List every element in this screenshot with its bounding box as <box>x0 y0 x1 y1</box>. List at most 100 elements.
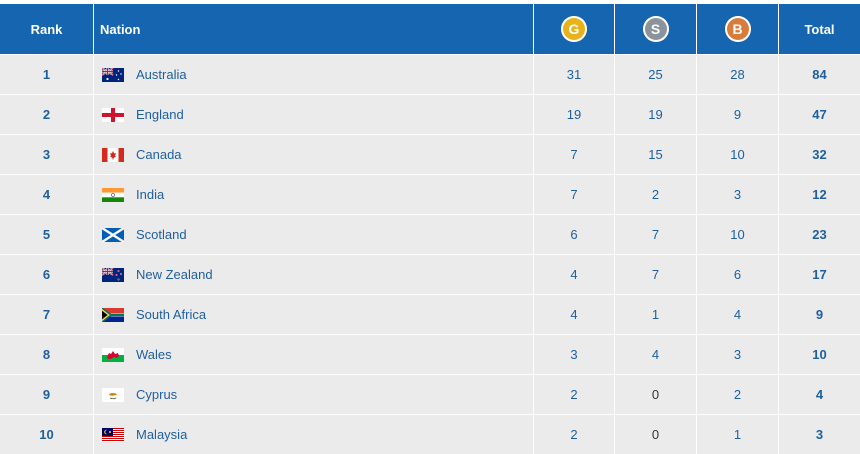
table-row[interactable]: 8 Wales 3 4 3 10 <box>0 334 860 374</box>
rank-cell: 6 <box>0 255 94 294</box>
nation-name[interactable]: India <box>136 187 165 202</box>
nation-cell: Australia <box>94 55 534 94</box>
nation-name[interactable]: England <box>136 107 184 122</box>
cyprus-flag-icon <box>102 387 124 402</box>
nation-name[interactable]: Cyprus <box>136 387 178 402</box>
bronze-medal-icon: B <box>724 16 751 42</box>
total-count: 4 <box>815 387 824 402</box>
table-row[interactable]: 4 India 7 2 3 12 <box>0 174 860 214</box>
nation-name[interactable]: New Zealand <box>136 267 213 282</box>
nation-name[interactable]: Scotland <box>136 227 187 242</box>
rank-cell: 3 <box>0 135 94 174</box>
total-count: 3 <box>815 427 824 442</box>
nation-column-header[interactable]: Nation <box>94 4 534 54</box>
gold-medal-icon: G <box>561 16 587 42</box>
scotland-flag-icon <box>102 227 124 242</box>
bronze-count: 6 <box>697 255 779 294</box>
bronze-count: 3 <box>697 175 779 214</box>
malaysia-flag-icon <box>102 427 124 442</box>
table-row[interactable]: 3 Canada 7 15 10 32 <box>0 134 860 174</box>
bronze-count: 10 <box>697 135 779 174</box>
nation-cell: India <box>94 175 534 214</box>
gold-count: 3 <box>534 335 615 374</box>
nation-cell: Cyprus <box>94 375 534 414</box>
table-row[interactable]: 7 South Africa 4 1 4 9 <box>0 294 860 334</box>
bronze-count: 4 <box>697 295 779 334</box>
bronze-count: 28 <box>697 55 779 94</box>
nation-cell: Scotland <box>94 215 534 254</box>
total-count: 84 <box>812 67 827 82</box>
gold-count: 2 <box>534 375 615 414</box>
nation-name[interactable]: Malaysia <box>136 427 188 442</box>
gold-count: 4 <box>534 295 615 334</box>
australia-flag-icon <box>102 67 124 82</box>
nation-cell: Wales <box>94 335 534 374</box>
bronze-count: 1 <box>697 415 779 454</box>
silver-count: 15 <box>615 135 697 174</box>
table-row[interactable]: 9 Cyprus 2 0 2 4 <box>0 374 860 414</box>
rank-cell: 10 <box>0 415 94 454</box>
gold-count: 7 <box>534 135 615 174</box>
rank-cell: 9 <box>0 375 94 414</box>
silver-column-header[interactable]: S <box>615 4 697 54</box>
table-row[interactable]: 1 Australia 31 25 28 84 <box>0 54 860 94</box>
south-africa-flag-icon <box>102 307 124 322</box>
silver-count: 4 <box>615 335 697 374</box>
table-row[interactable]: 10 Malaysia 2 0 1 3 <box>0 414 860 454</box>
gold-count: 4 <box>534 255 615 294</box>
medal-table-header: Rank Nation G S B Total <box>0 4 860 54</box>
total-count: 17 <box>812 267 827 282</box>
nation-name[interactable]: Wales <box>136 347 172 362</box>
gold-column-header[interactable]: G <box>534 4 615 54</box>
silver-count: 0 <box>615 375 697 414</box>
table-row[interactable]: 6 New Zealand 4 7 6 17 <box>0 254 860 294</box>
nation-cell: Canada <box>94 135 534 174</box>
bronze-count: 2 <box>697 375 779 414</box>
gold-count: 6 <box>534 215 615 254</box>
silver-medal-icon: S <box>642 16 669 42</box>
bronze-count: 3 <box>697 335 779 374</box>
nation-name[interactable]: Australia <box>136 67 187 82</box>
rank-cell: 1 <box>0 55 94 94</box>
nation-cell: Malaysia <box>94 415 534 454</box>
gold-count: 7 <box>534 175 615 214</box>
silver-count: 25 <box>615 55 697 94</box>
rank-cell: 7 <box>0 295 94 334</box>
england-flag-icon <box>102 107 124 122</box>
total-column-header[interactable]: Total <box>804 21 835 37</box>
wales-flag-icon <box>102 347 124 362</box>
bronze-column-header[interactable]: B <box>697 4 779 54</box>
silver-count: 2 <box>615 175 697 214</box>
total-count: 32 <box>812 147 827 162</box>
silver-count: 0 <box>615 415 697 454</box>
table-row[interactable]: 5 Scotland 6 7 10 23 <box>0 214 860 254</box>
total-count: 10 <box>812 347 827 362</box>
new-zealand-flag-icon <box>102 267 124 282</box>
silver-count: 19 <box>615 95 697 134</box>
nation-name[interactable]: South Africa <box>136 307 207 322</box>
bronze-count: 9 <box>697 95 779 134</box>
gold-count: 2 <box>534 415 615 454</box>
canada-flag-icon <box>102 147 124 162</box>
table-row[interactable]: 2 England 19 19 9 47 <box>0 94 860 134</box>
total-count: 23 <box>812 227 827 242</box>
gold-count: 19 <box>534 95 615 134</box>
total-count: 12 <box>812 187 827 202</box>
total-count: 47 <box>812 107 827 122</box>
rank-column-header[interactable]: Rank <box>0 4 94 54</box>
rank-cell: 8 <box>0 335 94 374</box>
silver-count: 1 <box>615 295 697 334</box>
gold-count: 31 <box>534 55 615 94</box>
india-flag-icon <box>102 187 124 202</box>
rank-cell: 4 <box>0 175 94 214</box>
nation-cell: New Zealand <box>94 255 534 294</box>
medal-table: Rank Nation G S B Total 1 <box>0 4 860 454</box>
silver-count: 7 <box>615 255 697 294</box>
nation-name[interactable]: Canada <box>136 147 182 162</box>
rank-cell: 2 <box>0 95 94 134</box>
nation-cell: England <box>94 95 534 134</box>
rank-cell: 5 <box>0 215 94 254</box>
total-count: 9 <box>815 307 824 322</box>
silver-count: 7 <box>615 215 697 254</box>
nation-cell: South Africa <box>94 295 534 334</box>
